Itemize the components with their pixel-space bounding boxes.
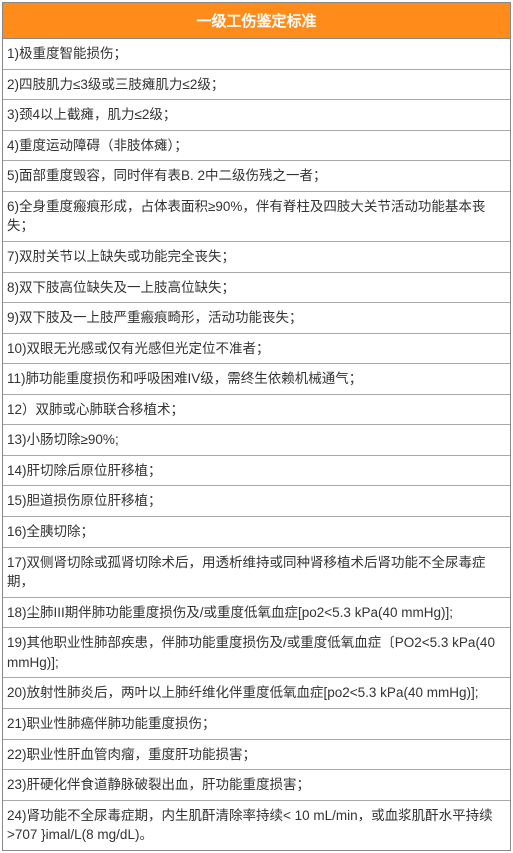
table-row: 16)全胰切除； bbox=[3, 517, 510, 548]
table-row: 19)其他职业性肺部疾患，伴肺功能重度损伤及/或重度低氧血症〔PO2<5.3 k… bbox=[3, 628, 510, 678]
table-row: 12）双肺或心肺联合移植术； bbox=[3, 395, 510, 426]
table-row: 22)职业性肝血管肉瘤，重度肝功能损害； bbox=[3, 740, 510, 771]
table-row: 10)双眼无光感或仅有光感但光定位不准者； bbox=[3, 334, 510, 365]
table-row: 3)颈4以上截瘫，肌力≤2级； bbox=[3, 100, 510, 131]
table-row: 7)双肘关节以上缺失或功能完全丧失； bbox=[3, 242, 510, 273]
table-row: 14)肝切除后原位肝移植； bbox=[3, 456, 510, 487]
table-row: 4)重度运动障碍（非肢体瘫）； bbox=[3, 131, 510, 162]
table-row: 8)双下肢高位缺失及一上肢高位缺失； bbox=[3, 273, 510, 304]
table-row: 23)肝硬化伴食道静脉破裂出血，肝功能重度损害； bbox=[3, 770, 510, 801]
table-row: 18)尘肺III期伴肺功能重度损伤及/或重度低氧血症[po2<5.3 kPa(4… bbox=[3, 598, 510, 629]
table-row: 17)双侧肾切除或孤肾切除术后，用透析维持或同种肾移植术后肾功能不全尿毒症期， bbox=[3, 548, 510, 598]
table-row: 1)极重度智能损伤； bbox=[3, 39, 510, 70]
table-body: 1)极重度智能损伤；2)四肢肌力≤3级或三肢瘫肌力≤2级；3)颈4以上截瘫，肌力… bbox=[3, 39, 510, 850]
table-row: 21)职业性肺癌伴肺功能重度损伤； bbox=[3, 709, 510, 740]
table-header: 一级工伤鉴定标准 bbox=[3, 3, 510, 39]
table-row: 20)放射性肺炎后，两叶以上肺纤维化伴重度低氧血症[po2<5.3 kPa(40… bbox=[3, 678, 510, 709]
table-row: 9)双下肢及一上肢严重瘢痕畸形，活动功能丧失； bbox=[3, 303, 510, 334]
table-row: 6)全身重度瘢痕形成，占体表面积≥90%，伴有脊柱及四肢大关节活动功能基本丧失； bbox=[3, 192, 510, 242]
standards-table: 一级工伤鉴定标准 1)极重度智能损伤；2)四肢肌力≤3级或三肢瘫肌力≤2级；3)… bbox=[2, 2, 511, 851]
table-row: 2)四肢肌力≤3级或三肢瘫肌力≤2级； bbox=[3, 70, 510, 101]
table-row: 5)面部重度毁容，同时伴有表B. 2中二级伤残之一者； bbox=[3, 161, 510, 192]
table-row: 24)肾功能不全尿毒症期，内生肌酐清除率持续< 10 mL/min，或血浆肌酐水… bbox=[3, 801, 510, 850]
table-row: 13)小肠切除≥90%; bbox=[3, 425, 510, 456]
table-row: 11)肺功能重度损伤和呼吸困难IV级，需终生依赖机械通气； bbox=[3, 364, 510, 395]
table-row: 15)胆道损伤原位肝移植； bbox=[3, 486, 510, 517]
